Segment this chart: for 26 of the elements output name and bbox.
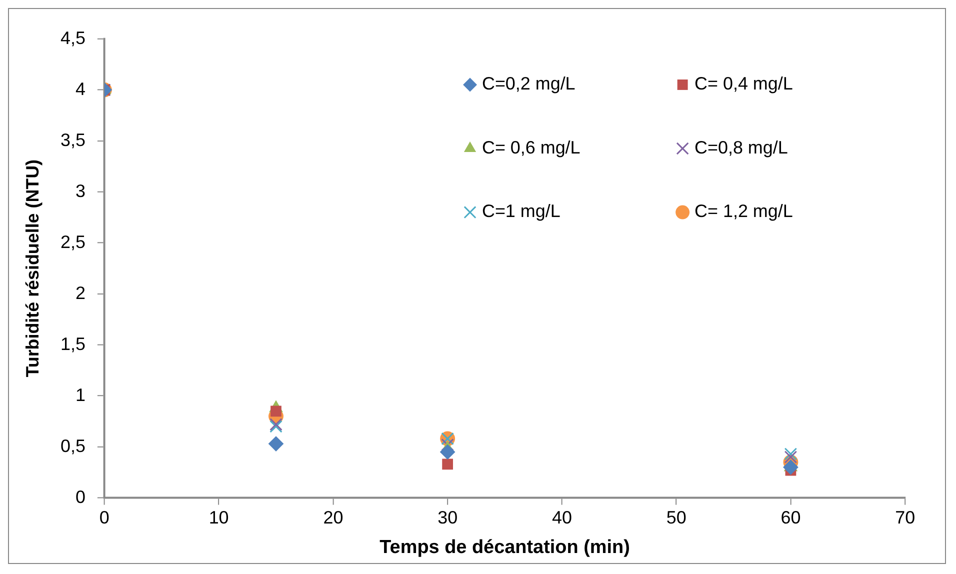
legend-label: C=0,8 mg/L [694,137,788,158]
x-tick-label: 30 [438,508,458,528]
y-tick-label: 3,5 [60,130,86,150]
y-tick-label: 3 [75,180,86,201]
y-tick-label: 2,5 [60,232,86,252]
y-tick-label: 2 [75,282,86,303]
x-tick-label: 20 [323,508,344,528]
x-axis-title: Temps de décantation (min) [380,536,630,558]
legend-label: C= 0,6 mg/L [482,137,580,158]
x-tick-label: 10 [208,508,229,528]
y-tick-label: 1,5 [60,334,86,354]
y-tick-label: 1 [75,384,86,405]
y-axis-title: Turbidité résiduelle (NTU) [22,159,43,378]
x-tick-label: 40 [552,508,572,528]
legend-label: C=1 mg/L [482,201,560,222]
x-tick-label: 60 [780,508,801,528]
x-tick-label: 50 [666,508,686,528]
legend-label: C= 0,4 mg/L [694,74,793,94]
y-tick-label: 0 [75,486,86,507]
y-tick-label: 0,5 [60,436,86,456]
legend-label: C= 1,2 mg/L [694,201,793,222]
y-tick-label: 4,5 [60,28,86,48]
x-tick-label: 70 [895,508,916,528]
x-tick-label: 0 [99,508,110,528]
legend-label: C=0,2 mg/L [482,74,576,94]
y-tick-label: 4 [75,78,86,99]
